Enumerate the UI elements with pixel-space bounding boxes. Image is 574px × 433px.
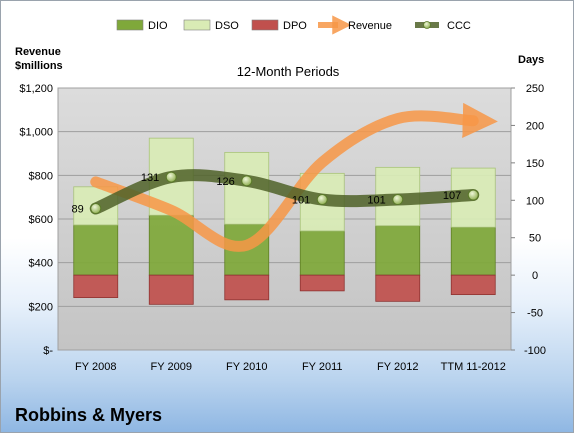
legend-label: DPO	[283, 20, 307, 32]
left-tick-label: $400	[29, 258, 53, 270]
dpo-bar	[375, 274, 421, 302]
ccc-point	[90, 203, 102, 215]
left-tick-label: $1,200	[19, 83, 53, 95]
left-axis-title: Revenue $millions	[15, 46, 63, 72]
ccc-line	[89, 169, 480, 215]
ccc-data-label: 131	[141, 172, 159, 184]
right-tick-label: 150	[526, 158, 544, 170]
right-tick-label: -50	[527, 308, 543, 320]
dpo-bar	[450, 274, 496, 296]
company-name: Robbins & Myers	[15, 405, 163, 425]
legend-swatch-dio	[116, 19, 144, 31]
left-tick-label: $-	[43, 345, 53, 357]
x-tick-label: FY 2010	[226, 361, 267, 373]
legend-swatch-dso	[183, 19, 211, 31]
dio-bar	[73, 224, 119, 276]
revenue-line	[90, 102, 498, 252]
left-tick-label: $600	[29, 214, 53, 226]
legend-label: Revenue	[348, 20, 392, 32]
gridlines	[58, 87, 515, 351]
right-tick-label: -100	[524, 345, 546, 357]
legend: DIO DSO DPO Revenue CCC	[116, 15, 471, 35]
left-tick-label: $800	[29, 170, 53, 182]
ccc-point	[392, 194, 404, 206]
chart-subtitle: 12-Month Periods	[236, 64, 340, 79]
right-tick-label: 50	[529, 233, 541, 245]
x-tick-label: FY 2009	[151, 361, 192, 373]
dpo-bar	[73, 274, 119, 298]
ccc-data-label: 101	[292, 195, 310, 207]
left-tick-label: $200	[29, 301, 53, 313]
legend-label: DSO	[215, 20, 239, 32]
dpo-bar	[224, 274, 270, 301]
legend-swatch-ccc-dot	[423, 21, 431, 29]
x-tick-label: FY 2011	[302, 361, 343, 373]
dpo-bar	[299, 274, 345, 292]
dio-bar	[148, 214, 194, 276]
dio-bar	[375, 225, 421, 276]
dso-bar	[224, 151, 270, 225]
ccc-data-label: 126	[216, 176, 234, 188]
legend-label: DIO	[148, 20, 168, 32]
left-tick-label: $1,000	[19, 127, 53, 139]
ccc-data-label: 89	[72, 204, 84, 216]
bars	[73, 137, 496, 305]
ccc-data-label: 107	[443, 190, 461, 202]
lines	[89, 102, 498, 252]
x-tick-label: FY 2008	[75, 361, 116, 373]
legend-swatch-dpo	[251, 19, 279, 31]
x-tick-label: FY 2012	[377, 361, 418, 373]
ccc-point	[165, 171, 177, 183]
dio-bar	[299, 230, 345, 276]
ccc-point	[316, 194, 328, 206]
right-tick-label: 100	[526, 195, 544, 207]
right-axis-title: Days	[518, 54, 545, 66]
ccc-point	[467, 189, 479, 201]
x-tick-label: TTM 11-2012	[441, 361, 506, 373]
dio-bar	[450, 226, 496, 276]
legend-label: CCC	[447, 20, 471, 32]
right-tick-label: 0	[532, 270, 538, 282]
ccc-data-label: 101	[367, 195, 385, 207]
ccc-point	[241, 175, 253, 187]
right-tick-label: 200	[526, 120, 544, 132]
labels: $- $200 $400 $600 $800 $1,000 $1,200 -100 -50 0 50…	[19, 83, 546, 373]
dpo-bar	[148, 274, 194, 305]
right-tick-label: 250	[526, 83, 544, 95]
